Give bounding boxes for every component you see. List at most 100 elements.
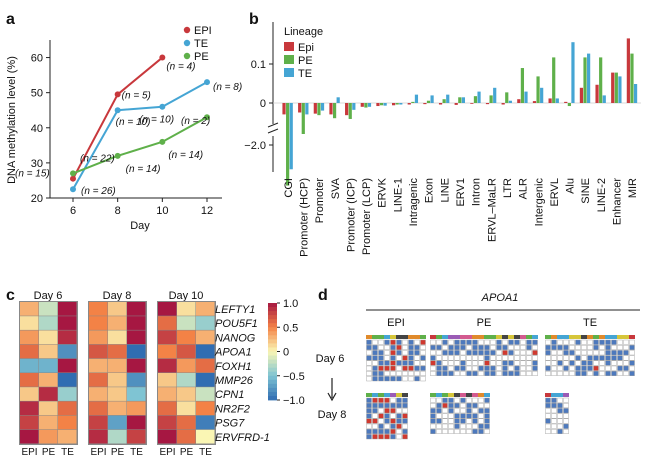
d-cpg-cell xyxy=(430,339,436,345)
d-cpg-cell xyxy=(599,360,605,366)
c-cell xyxy=(127,415,146,430)
d-cpg-cell xyxy=(460,403,466,409)
d-cpg-cell xyxy=(390,408,396,414)
c-colorbar-segment xyxy=(268,315,277,320)
c-cell xyxy=(108,344,127,359)
d-sample-color xyxy=(396,393,402,397)
d-cpg-cell xyxy=(599,371,605,377)
c-cell xyxy=(39,344,58,359)
d-cpg-cell xyxy=(436,408,442,414)
d-cpg-cell xyxy=(569,355,575,361)
c-column-label: TE xyxy=(130,447,143,458)
c-cell xyxy=(58,330,77,345)
d-cpg-cell xyxy=(366,365,372,371)
c-cell xyxy=(20,415,39,430)
c-cell xyxy=(158,316,177,330)
d-cpg-cell xyxy=(569,365,575,371)
d-sample-color xyxy=(366,393,372,397)
d-cpg-cell xyxy=(611,360,617,366)
d-cpg-cell xyxy=(372,360,378,366)
d-cpg-cell xyxy=(557,423,563,429)
c-colorbar-segment xyxy=(268,339,277,344)
d-cpg-cell xyxy=(557,418,563,424)
d-cpg-cell xyxy=(384,350,390,356)
c-cell xyxy=(58,358,77,373)
c-colorbar-tick-label: −0.5 xyxy=(283,371,305,383)
d-cpg-cell xyxy=(372,365,378,371)
d-cpg-cell xyxy=(629,365,635,371)
d-cpg-cell xyxy=(557,339,563,345)
b-category-label: SVA xyxy=(330,177,342,199)
d-cpg-cell xyxy=(448,355,454,361)
d-cpg-cell xyxy=(520,355,526,361)
b-bar-epi xyxy=(485,103,490,105)
d-cpg-cell xyxy=(629,360,635,366)
c-colorbar-segment xyxy=(268,343,277,348)
b-bar-epi xyxy=(329,103,333,115)
d-cpg-cell xyxy=(454,423,460,429)
d-cpg-cell xyxy=(390,339,396,345)
d-sample-color xyxy=(526,335,532,339)
c-colorbar-segment xyxy=(268,331,277,336)
d-cpg-cell xyxy=(478,360,484,366)
d-cpg-cell xyxy=(551,418,557,424)
d-cpg-cell xyxy=(599,365,605,371)
d-cpg-cell xyxy=(430,418,436,424)
d-sample-color xyxy=(478,393,484,397)
c-cell xyxy=(158,401,177,416)
c-cell xyxy=(196,316,215,330)
c-cell xyxy=(158,330,177,345)
c-gene-label: LEFTY1 xyxy=(215,304,255,316)
c-cell xyxy=(89,373,108,387)
c-column-label: EPI xyxy=(21,447,37,458)
d-cpg-cell xyxy=(396,434,402,440)
c-cell xyxy=(58,401,77,416)
c-cell xyxy=(108,330,127,345)
c-colorbar-segment xyxy=(268,311,277,316)
b-bar-te xyxy=(508,100,512,103)
d-sample-color xyxy=(557,393,563,397)
d-cpg-cell xyxy=(460,345,466,351)
d-cpg-cell xyxy=(478,339,484,345)
c-cell xyxy=(127,344,146,359)
c-cell xyxy=(158,387,177,401)
d-cpg-cell xyxy=(454,413,460,419)
d-cpg-cell xyxy=(545,403,551,409)
d-cpg-cell xyxy=(526,371,532,377)
d-cpg-cell xyxy=(454,365,460,371)
d-cpg-cell xyxy=(384,355,390,361)
d-cpg-cell xyxy=(563,360,569,366)
d-cpg-cell xyxy=(563,408,569,414)
d-cpg-cell xyxy=(436,418,442,424)
d-cpg-cell xyxy=(575,345,581,351)
d-cpg-cell xyxy=(623,365,629,371)
d-cpg-cell xyxy=(520,360,526,366)
d-cpg-cell xyxy=(442,350,448,356)
d-cpg-cell xyxy=(396,376,402,382)
d-cpg-cell xyxy=(581,339,587,345)
d-cpg-cell xyxy=(605,365,611,371)
d-cpg-cell xyxy=(366,434,372,440)
d-cpg-cell xyxy=(629,345,635,351)
a-point-pe xyxy=(114,152,121,159)
d-cpg-cell xyxy=(514,365,520,371)
a-y-tick-label: 50 xyxy=(31,88,43,100)
d-cpg-cell xyxy=(442,418,448,424)
b-bar-te xyxy=(540,87,544,103)
d-sample-color xyxy=(575,335,581,339)
c-cell xyxy=(39,429,58,444)
d-sample-color xyxy=(454,393,460,397)
d-cpg-cell xyxy=(396,408,402,414)
b-bar-epi xyxy=(360,103,364,107)
d-cpg-cell xyxy=(563,403,569,409)
b-category-label: LTR xyxy=(502,178,514,198)
d-cpg-cell xyxy=(563,423,569,429)
d-cpg-cell xyxy=(414,350,420,356)
d-cpg-cell xyxy=(557,345,563,351)
a-y-tick-label: 60 xyxy=(31,53,43,65)
d-cpg-cell xyxy=(563,418,569,424)
d-cpg-cell xyxy=(448,408,454,414)
c-colorbar-segment xyxy=(268,351,277,356)
d-cpg-cell xyxy=(484,371,490,377)
b-bar-pe xyxy=(552,57,556,103)
